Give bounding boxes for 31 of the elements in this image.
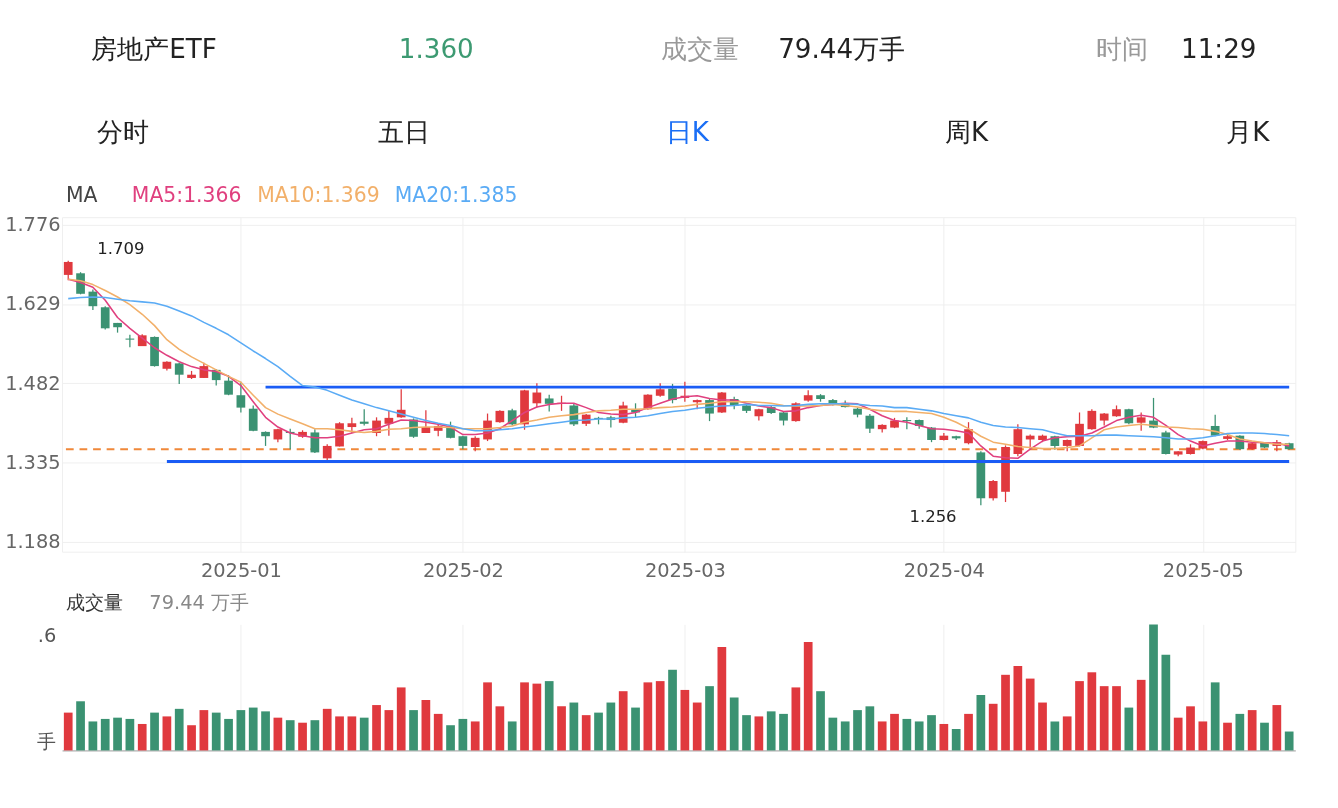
text: MA20:1.385 xyxy=(394,182,518,207)
y-tick-label: 1.335 xyxy=(5,450,61,474)
text: 月K xyxy=(1226,116,1271,147)
text: 周K xyxy=(945,116,990,147)
text: 手 xyxy=(37,730,57,754)
legend-title: MA xyxy=(65,182,98,207)
text: MA10:1.369 xyxy=(257,182,380,207)
chart-subtitle: 79.44 万手 xyxy=(149,590,249,614)
x-tick-label: 2025-03 xyxy=(644,559,726,583)
annotation: 1.256 xyxy=(909,506,957,526)
text: 成交量 xyxy=(661,34,740,65)
text: MA5:1.366 xyxy=(131,182,242,207)
text: 时间 xyxy=(1095,34,1148,65)
x-tick-label: 2025-02 xyxy=(422,559,504,583)
x-tick-label: 2025-05 xyxy=(1162,559,1244,583)
text: 11:29 xyxy=(1181,34,1257,65)
y-tick-label: 1.188 xyxy=(5,530,61,554)
x-tick-label: 2025-04 xyxy=(903,559,985,583)
y-tick-label: 1.482 xyxy=(5,371,61,395)
text: 日K xyxy=(665,116,710,147)
text: .6 xyxy=(37,623,57,647)
y-tick-label: 1.776 xyxy=(5,213,61,237)
text: 五日 xyxy=(378,116,431,147)
chart-title: 成交量 xyxy=(65,590,123,614)
x-tick-label: 2025-01 xyxy=(200,559,282,583)
y-tick-label: 1.629 xyxy=(5,292,61,316)
text: 79.44万手 xyxy=(778,34,906,65)
annotation: 1.709 xyxy=(97,239,145,259)
text: 分时 xyxy=(97,116,150,147)
chart-title: 房地产ETF xyxy=(91,34,217,65)
text: 1.360 xyxy=(398,34,474,65)
